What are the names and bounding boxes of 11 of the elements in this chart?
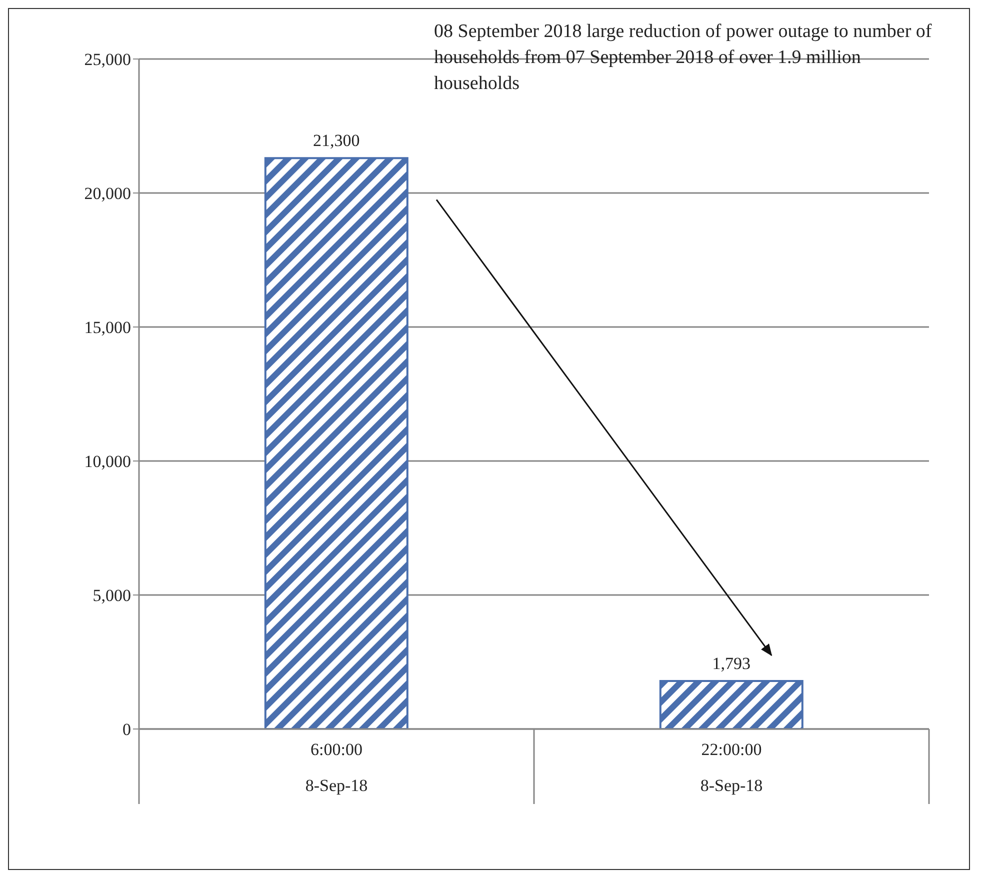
data-label: 21,300 — [313, 131, 360, 150]
annotation: 08 September 2018 large reduction of power outage to number of households from 07 September 2018 of over 1.9 million households — [434, 20, 933, 96]
y-tick-label: 10,000 — [84, 452, 131, 472]
y-tick-label: 15,000 — [84, 318, 131, 338]
x-tick-label: 22:00:00 8-Sep-18 — [700, 740, 763, 795]
data-label: 1,793 — [712, 654, 751, 673]
x-tick-label: 6:00:00 8-Sep-18 — [305, 740, 368, 795]
y-tick-label: 0 — [122, 720, 131, 740]
y-tick-label: 5,000 — [92, 586, 131, 606]
y-tick-label: 25,000 — [84, 50, 131, 70]
y-tick-label: 20,000 — [84, 184, 131, 204]
